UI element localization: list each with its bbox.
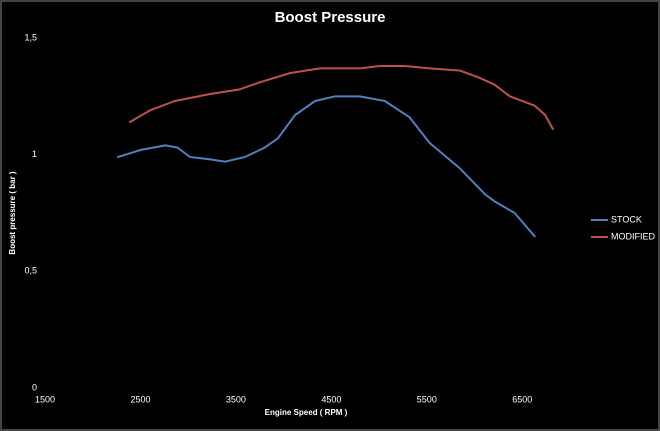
x-axis-title: Engine Speed ( RPM ) (265, 408, 348, 417)
x-tick-label: 3500 (226, 394, 246, 404)
x-tick-label: 5500 (417, 394, 437, 404)
legend-label: MODIFIED (611, 231, 655, 241)
x-tick-label: 2500 (130, 394, 150, 404)
y-tick-label: 1 (32, 149, 37, 159)
y-tick-label: 1,5 (24, 32, 37, 42)
chart-title: Boost Pressure (275, 9, 386, 26)
y-tick-label: 0,5 (24, 266, 37, 276)
y-axis-title: Boost pressure ( bar ) (8, 171, 17, 254)
y-tick-label: 0 (32, 382, 37, 392)
x-tick-label: 1500 (35, 394, 55, 404)
series-line (128, 65, 554, 130)
series-line (117, 95, 536, 238)
x-tick-label: 6500 (512, 394, 532, 404)
x-tick-label: 4500 (321, 394, 341, 404)
legend-label: STOCK (611, 214, 642, 224)
